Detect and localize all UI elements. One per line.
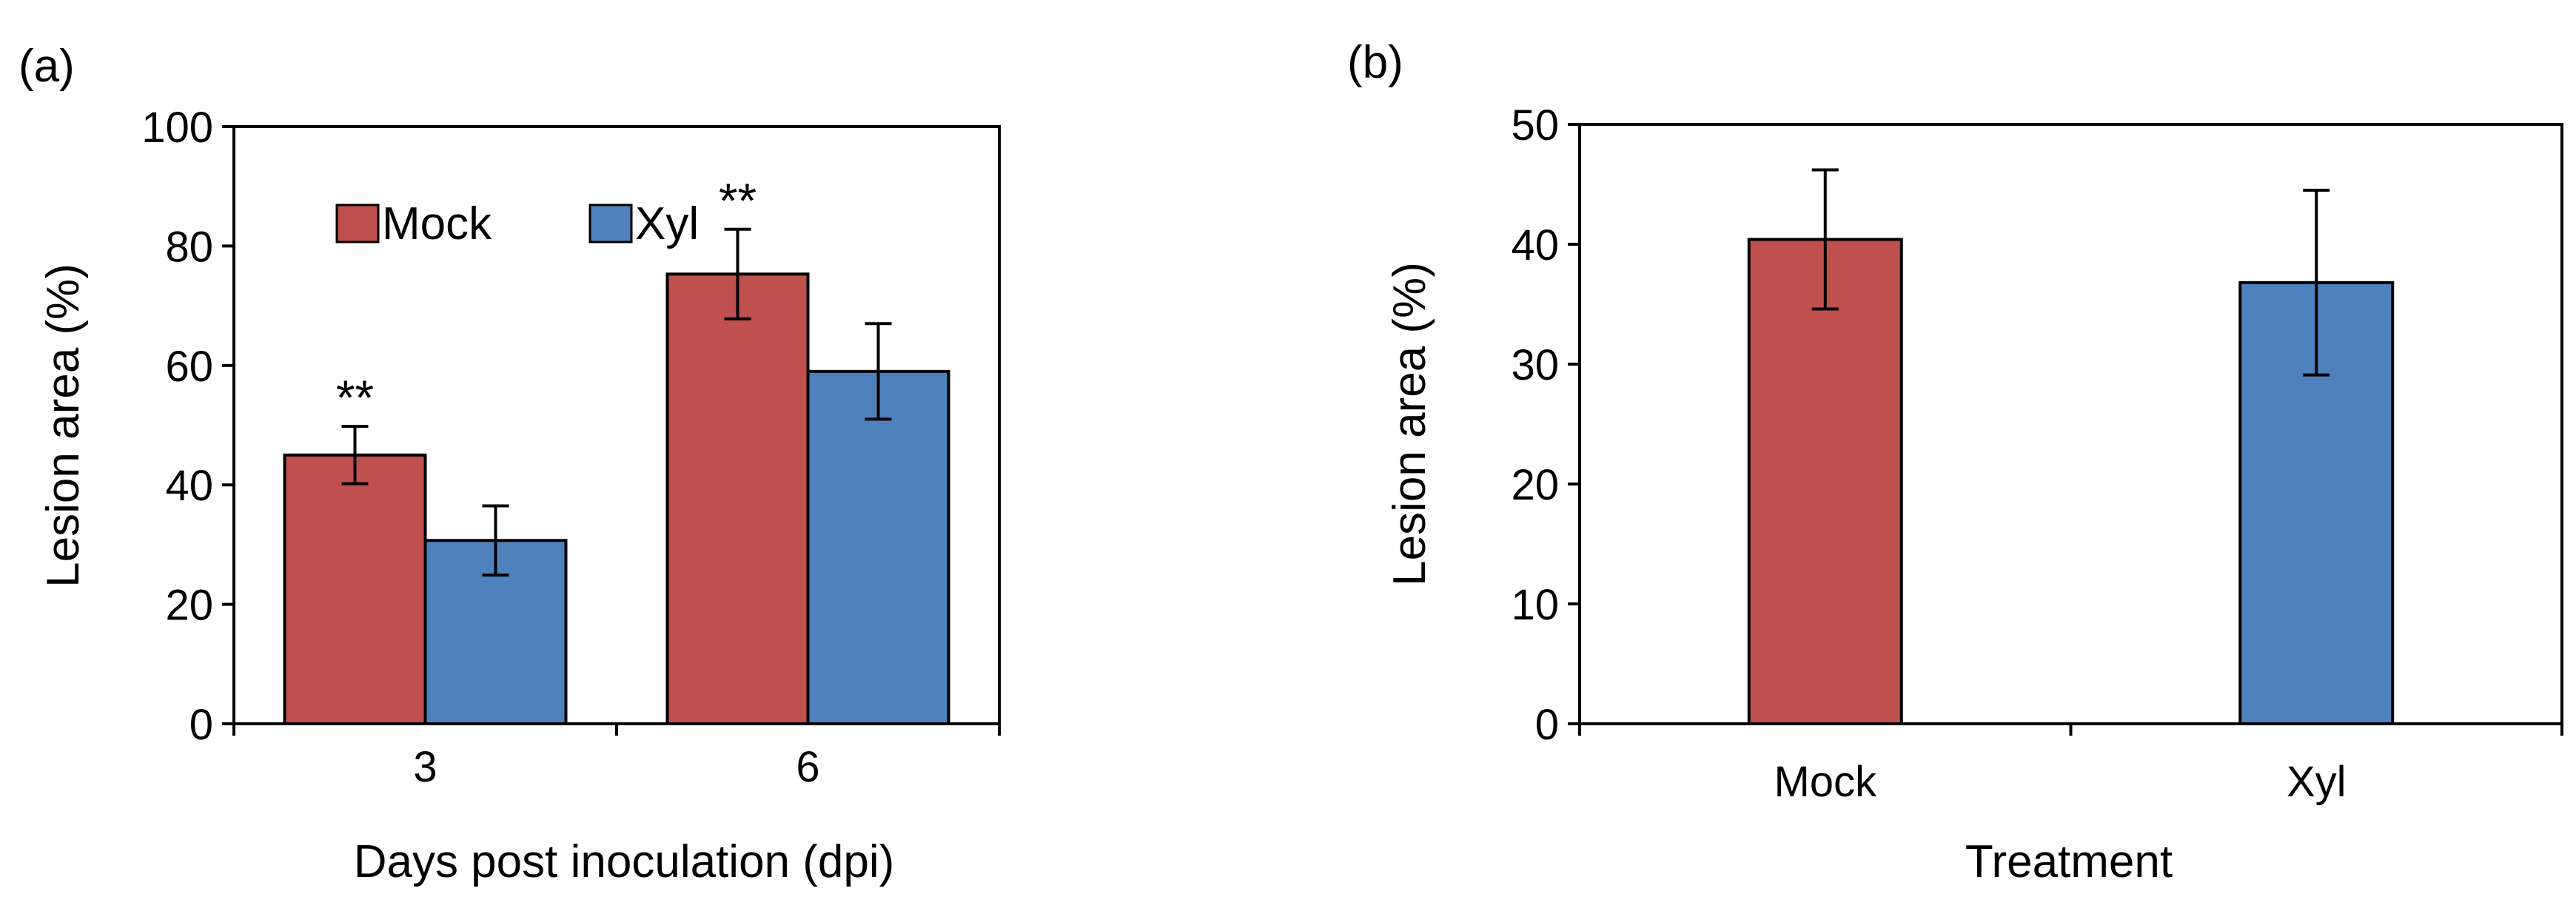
y-tick-label: 80 bbox=[165, 223, 213, 271]
y-tick-label: 20 bbox=[1511, 461, 1559, 509]
x-tick-label: 3 bbox=[413, 743, 437, 791]
legend-swatch-mock bbox=[335, 204, 380, 243]
y-tick-label: 100 bbox=[141, 104, 213, 152]
bar-xyl-6 bbox=[806, 369, 950, 725]
significance-marker: ** bbox=[336, 370, 374, 425]
significance-marker: ** bbox=[719, 173, 757, 228]
panel-b-y-axis-label: Lesion area (%) bbox=[1384, 262, 1435, 586]
panel-a-legend: Mock Xyl bbox=[335, 198, 699, 249]
y-tick-label: 60 bbox=[165, 343, 213, 391]
y-tick-label: 40 bbox=[1511, 221, 1559, 269]
panel-b-plot-frame bbox=[1578, 123, 2563, 725]
bar-mock-6 bbox=[665, 272, 810, 726]
panel-a-x-axis-label: Days post inoculation (dpi) bbox=[354, 836, 895, 887]
panel-a-label: (a) bbox=[19, 41, 75, 92]
legend-label-mock: Mock bbox=[382, 198, 492, 249]
bar-mock bbox=[1747, 238, 1903, 725]
y-tick-label: 20 bbox=[165, 582, 213, 630]
panel-a: (a) 0 20 40 60 80 100 3 6 ** ** Mock Xyl Lesion… bbox=[19, 41, 1001, 887]
y-tick-label: 40 bbox=[165, 462, 213, 510]
bar-mock-3 bbox=[283, 453, 427, 725]
panel-b-x-axis-label: Treatment bbox=[1965, 836, 2173, 887]
legend-label-xyl: Xyl bbox=[635, 198, 699, 249]
y-tick-label: 50 bbox=[1511, 101, 1559, 149]
panel-a-y-axis-label: Lesion area (%) bbox=[38, 263, 89, 588]
y-tick-label: 0 bbox=[1535, 701, 1559, 749]
x-tick-label: 6 bbox=[796, 743, 819, 791]
panel-b-label: (b) bbox=[1347, 37, 1403, 88]
legend-swatch-xyl bbox=[588, 204, 633, 243]
x-tick-label: Xyl bbox=[2287, 758, 2347, 806]
y-tick-label: 10 bbox=[1511, 581, 1559, 629]
y-tick-label: 0 bbox=[189, 701, 213, 749]
y-tick-label: 30 bbox=[1511, 341, 1559, 389]
x-tick-label: Mock bbox=[1774, 758, 1877, 806]
